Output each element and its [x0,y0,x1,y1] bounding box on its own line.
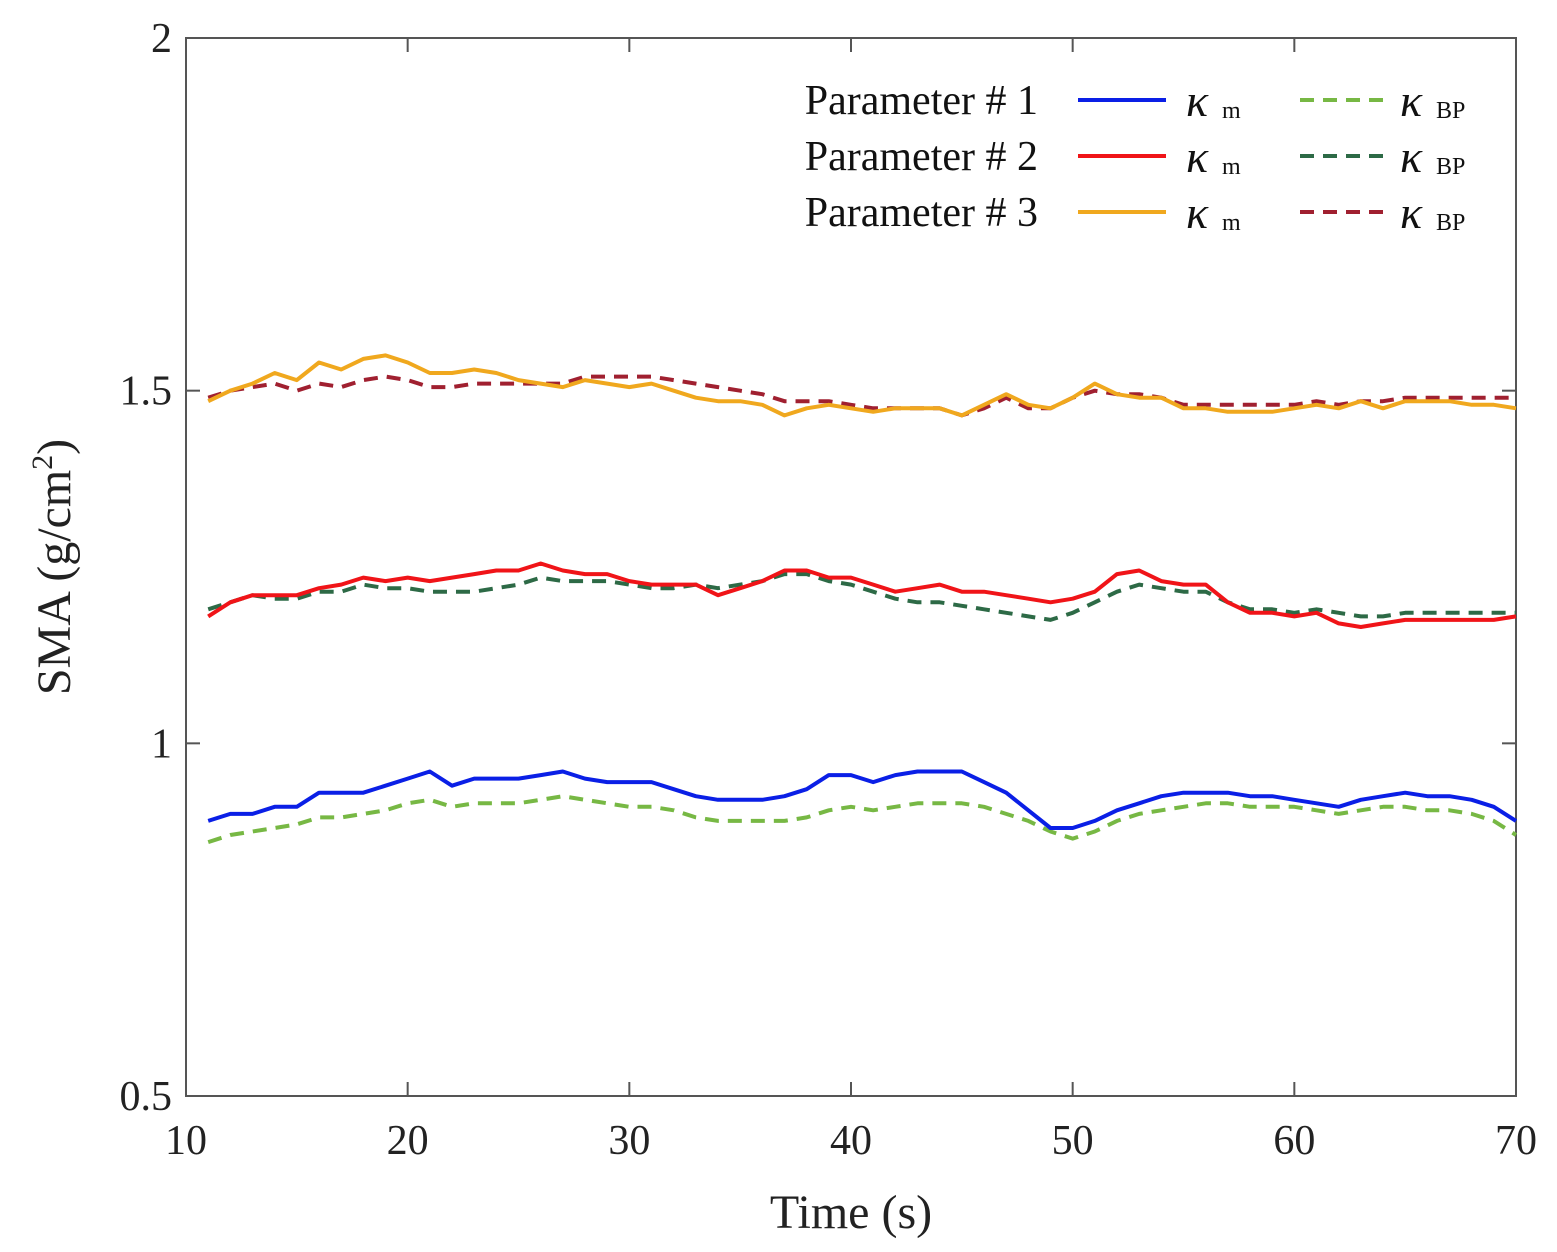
x-tick-label: 40 [830,1118,872,1164]
series-line [207,572,1516,622]
series-line [207,769,1518,830]
legend-kappa-bp-sub: BP [1436,98,1465,124]
y-axis-title: SMA (g/cm2) [26,439,81,695]
y-axis-title-superscript: 2 [26,455,59,470]
series-line [207,353,1517,418]
y-tick-label: 1.5 [120,369,173,415]
legend-kappa-bp: κ [1400,187,1423,238]
legend-kappa-m: κ [1186,187,1209,238]
series-line [207,561,1517,629]
x-tick-label: 10 [165,1118,207,1164]
legend-kappa-m: κ [1186,131,1209,182]
x-tick-label: 50 [1052,1118,1094,1164]
legend-kappa-m-sub: m [1222,210,1241,236]
y-tick-label: 1 [151,721,172,767]
legend-kappa-bp-sub: BP [1436,210,1465,236]
legend-label: Parameter # 2 [805,134,1038,180]
legend-kappa-m: κ [1186,75,1209,126]
y-axis-title-main: SMA (g/cm [28,470,81,695]
y-axis-title-close: ) [28,439,81,455]
x-tick-label: 30 [608,1118,650,1164]
legend-kappa-bp-sub: BP [1436,154,1465,180]
x-tick-label: 70 [1495,1118,1537,1164]
legend-label: Parameter # 3 [805,190,1038,236]
legend-label: Parameter # 1 [805,78,1038,124]
legend-kappa-m-sub: m [1222,98,1241,124]
y-tick-label: 0.5 [120,1074,173,1120]
series-line [207,374,1516,418]
legend-kappa-m-sub: m [1222,154,1241,180]
series-line [207,794,1518,845]
legend-kappa-bp: κ [1400,131,1423,182]
x-tick-label: 60 [1273,1118,1315,1164]
y-tick-label: 2 [151,16,172,62]
x-axis-title: Time (s) [770,1186,932,1239]
axis-ticks: 10 20 30 40 50 60 70 0.5 1 1.5 2 [120,16,1538,1164]
legend-kappa-bp: κ [1400,75,1423,126]
x-tick-label: 20 [387,1118,429,1164]
series-layer [207,353,1518,845]
